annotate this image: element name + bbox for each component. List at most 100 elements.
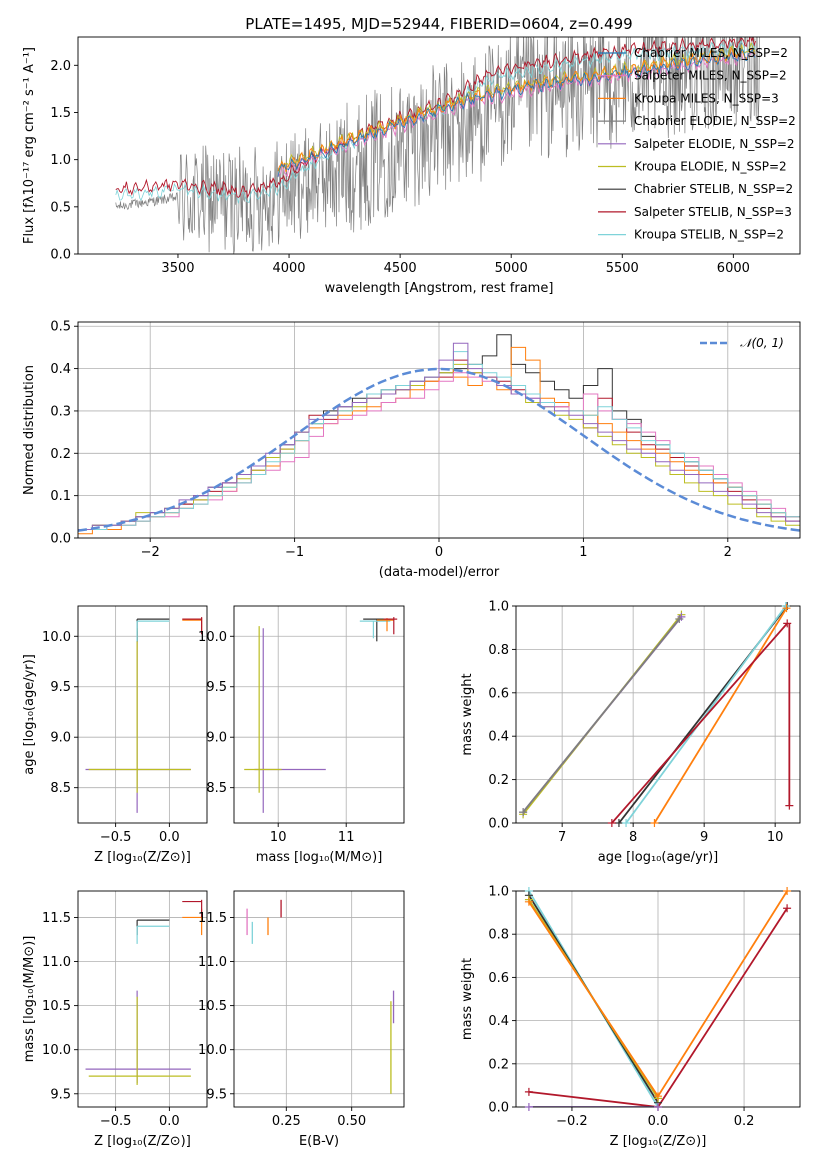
- histogram-step-line: [78, 342, 800, 530]
- x-tick-label: 7: [558, 830, 566, 845]
- x-axis-label: (data-model)/error: [379, 565, 500, 580]
- data-point-marker: [524, 1103, 533, 1111]
- y-axis-label: Normed distribution: [22, 365, 37, 495]
- y-tick-label: 8.5: [50, 781, 71, 796]
- data-point-marker: [614, 819, 623, 827]
- x-tick-label: 3500: [161, 261, 194, 276]
- y-tick-label: 0.0: [50, 248, 71, 263]
- x-tick-label: 0.25: [272, 1114, 301, 1129]
- x-axis-label: Z [log₁₀(Z/Z⊙)]: [94, 1134, 191, 1149]
- mass_vs_ebv-panel: 0.25 0.50 9.5 10.0 10.5 11.0 11.5 E(B-V): [198, 890, 405, 1149]
- data-point-marker: [654, 1092, 662, 1101]
- axes-frame: [233, 890, 405, 1108]
- x-tick-label: 4500: [384, 261, 417, 276]
- data-point-marker: [607, 819, 616, 827]
- legend-label: Chabrier STELIB, N_SSP=2: [634, 182, 793, 196]
- y-tick-label: 0.4: [50, 362, 71, 377]
- legend-label: Kroupa ELODIE, N_SSP=2: [634, 160, 787, 174]
- x-tick-label: −1: [285, 545, 304, 560]
- y-tick-label: 10.0: [42, 630, 71, 645]
- y-tick-label: 0.6: [488, 971, 509, 986]
- mass-weight-line: [653, 607, 788, 823]
- y-tick-label: 0.2: [50, 447, 71, 462]
- salpeter_stelib-model-line: [115, 37, 757, 199]
- x-tick-label: 6000: [717, 261, 750, 276]
- residual_hist-plot-area: [78, 334, 800, 535]
- x-tick-label: 0.50: [337, 1114, 366, 1129]
- x-tick-label: 5000: [495, 261, 528, 276]
- x-tick-label: 0: [435, 545, 443, 560]
- x-tick-label: 0.0: [648, 1114, 669, 1129]
- y-tick-label: 0.3: [50, 404, 71, 419]
- x-tick-label: 0.2: [734, 1114, 755, 1129]
- x-tick-label: 2: [724, 545, 732, 560]
- y-tick-label: 10.5: [42, 999, 71, 1014]
- y-tick-label: 9.0: [50, 731, 71, 746]
- x-tick-label: 10: [270, 830, 287, 845]
- y-tick-label: 1.5: [50, 106, 71, 121]
- data-point-marker: [782, 604, 791, 613]
- kroupa_miles-model-line: [277, 51, 756, 178]
- legend-label: Kroupa STELIB, N_SSP=2: [634, 228, 784, 242]
- y-tick-label: 10.0: [42, 1043, 71, 1058]
- y-axis-label: mass weight: [460, 673, 475, 755]
- x-tick-label: 0.0: [159, 830, 180, 845]
- y-tick-label: 0.1: [50, 489, 71, 504]
- x-tick-label: −0.5: [100, 830, 132, 845]
- y-tick-label: 9.5: [206, 680, 227, 695]
- y-tick-label: 10.0: [198, 1043, 227, 1058]
- x-axis-label: mass [log₁₀(M/M⊙)]: [256, 850, 383, 865]
- axes-frame: [515, 605, 801, 824]
- y-tick-label: 0.8: [488, 928, 509, 943]
- legend-label: Chabrier MILES, N_SSP=2: [634, 46, 788, 60]
- x-tick-label: 8: [629, 830, 637, 845]
- age_vs_mass-plot-area: [244, 617, 398, 813]
- age_vs_Z-panel: −0.5 0.0 8.5 9.0 9.5 10.0 Z [log₁₀(Z/Z⊙)] age […: [22, 605, 208, 865]
- data-point-marker: [654, 1103, 662, 1111]
- y-axis-label: mass [log₁₀(M/M⊙)]: [22, 936, 37, 1063]
- axes-frame: [77, 36, 801, 255]
- y-tick-label: 0.6: [488, 686, 509, 701]
- data-point-marker: [675, 615, 684, 624]
- axes-frame: [77, 605, 208, 824]
- data-point-marker: [783, 887, 792, 895]
- x-axis-label: age [log₁₀(age/yr)]: [598, 850, 719, 865]
- x-tick-label: 4000: [272, 261, 305, 276]
- legend-label: Salpeter ELODIE, N_SSP=2: [634, 137, 795, 151]
- axes-frame: [233, 605, 405, 824]
- data-point-marker: [783, 904, 792, 913]
- age_vs_mass-panel: 10 11 8.5 9.0 9.5 10.0 mass [log₁₀(M/M⊙)]: [198, 605, 405, 865]
- x-tick-label: 5500: [606, 261, 639, 276]
- residual_hist-panel: −2 −1 0 1 2 0.0 0.1 0.2 0.3 0.4 0.5 (data-model)/er…: [22, 320, 801, 580]
- chart-title: PLATE=1495, MJD=52944, FIBERID=0604, z=0…: [245, 15, 632, 33]
- hist-legend: 𝒩(0, 1): [700, 336, 784, 350]
- y-tick-label: 2.0: [50, 59, 71, 74]
- y-tick-label: 0.5: [50, 200, 71, 215]
- y-tick-label: 0.0: [50, 532, 71, 547]
- x-tick-label: 9: [700, 830, 708, 845]
- x-tick-label: 1: [579, 545, 587, 560]
- x-axis-label: Z [log₁₀(Z/Z⊙)]: [610, 1134, 707, 1149]
- observed-spectrum-line: [115, 37, 760, 254]
- mass_vs_ebv-plot-area: [246, 899, 395, 1094]
- legend-label: Salpeter MILES, N_SSP=2: [634, 69, 787, 83]
- y-tick-label: 1.0: [50, 153, 71, 168]
- chabrier_miles-model-line: [277, 48, 756, 178]
- spectrum-plot-area: [115, 37, 760, 254]
- y-axis-label: Flux [fλ10⁻¹⁷ erg cm⁻² s⁻¹ A⁻¹]: [22, 47, 37, 244]
- data-point-marker: [524, 897, 533, 906]
- y-tick-label: 0.8: [488, 643, 509, 658]
- histogram-step-line: [78, 359, 800, 530]
- x-tick-label: 10: [767, 830, 784, 845]
- y-tick-label: 9.5: [50, 680, 71, 695]
- y-tick-label: 0.4: [488, 730, 509, 745]
- gaussian-curve: [78, 367, 800, 532]
- mass-weight-line: [528, 907, 788, 1107]
- y-tick-label: 11.5: [198, 911, 227, 926]
- x-tick-label: 0.0: [159, 1114, 180, 1129]
- y-tick-label: 1.0: [488, 885, 509, 900]
- y-tick-label: 0.5: [50, 320, 71, 335]
- massweight_vs_age-panel: 7 8 9 10 0.0 0.2 0.4 0.6 0.8 1.0 age [log₁₀(age/yr…: [460, 600, 801, 865]
- y-axis-label: age [log₁₀(age/yr)]: [22, 654, 37, 775]
